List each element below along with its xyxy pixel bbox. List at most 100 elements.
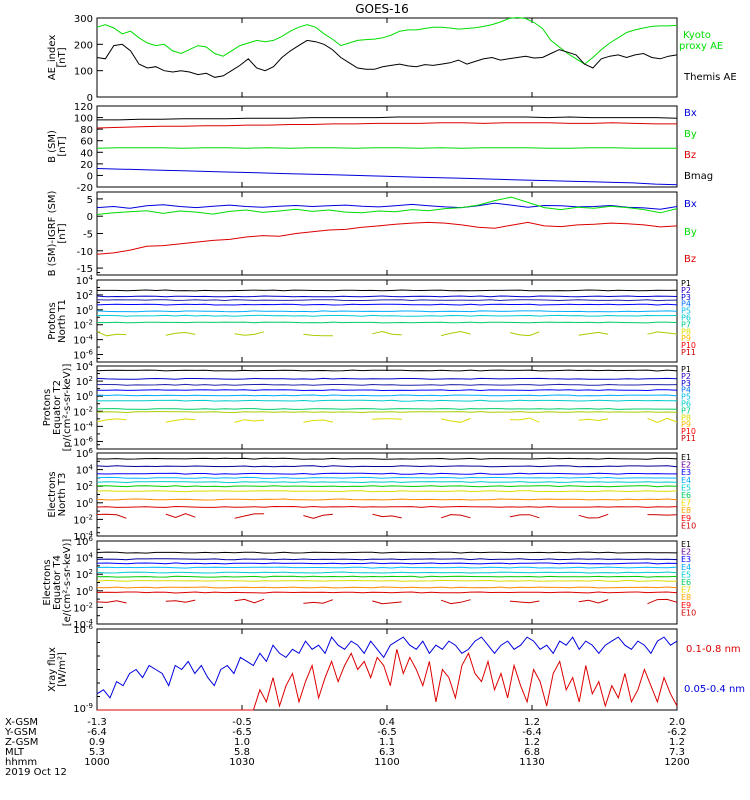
y-tick-label: 100	[76, 497, 93, 510]
channel-line-e6	[96, 485, 678, 488]
channel-line-e7	[96, 490, 678, 493]
series-line-bx	[96, 168, 678, 186]
y-tick-label: 106	[76, 535, 94, 548]
legend-e2: E2	[681, 548, 691, 557]
footer-value: 1030	[229, 757, 254, 768]
channel-line-p8	[165, 331, 196, 336]
legend-p9: P9	[681, 334, 691, 343]
channel-line-e6	[96, 575, 678, 578]
y-axis-label: B (SM)-IGRF (SM)[nT]	[47, 191, 68, 277]
channel-line-e10	[96, 513, 127, 519]
legend-e1: E1	[681, 453, 691, 462]
y-tick-label: -20	[77, 183, 93, 194]
y-tick-label: 60	[80, 137, 93, 148]
footer-value: -6.5	[232, 727, 252, 738]
legend-p11: P11	[681, 434, 696, 443]
y-tick-label: 5	[87, 195, 93, 206]
legend-e5: E5	[681, 483, 691, 492]
y-tick-label: -15	[77, 264, 93, 275]
footer-value: 1.2	[524, 737, 540, 748]
legend-p6: P6	[681, 400, 691, 409]
legend-p7: P7	[681, 320, 691, 329]
y-tick-label: 102	[76, 289, 93, 302]
panel-xray-flux: Xray flux[W/m²] 10-6 10-9 0.1-0.8 nm 0.05-0.…	[47, 623, 745, 715]
channel-line-p4	[96, 303, 678, 306]
series-line-xray-long	[97, 649, 678, 711]
y-tick-label: 104	[76, 464, 94, 477]
panel-frame	[96, 628, 678, 711]
channel-line-e2	[96, 465, 678, 468]
panel-frame	[96, 105, 678, 188]
channel-line-e10	[440, 514, 471, 519]
legend-kyoto-ae: Kyoto proxy AE	[679, 30, 723, 52]
channel-line-p8	[234, 331, 265, 336]
y-tick-label: 0	[87, 212, 93, 223]
footer-value: 1130	[519, 757, 544, 768]
footer-value: 5.8	[234, 747, 250, 758]
legend-bx: Bx	[684, 108, 697, 119]
legend-xray-long: 0.1-0.8 nm	[686, 644, 741, 655]
footer-label-mlt: MLT	[5, 747, 25, 758]
footer-value: 1.2	[524, 717, 540, 728]
series-line-bz	[96, 122, 677, 129]
channel-line-e10	[509, 514, 540, 519]
footer-value: 5.3	[89, 747, 105, 758]
panel-protons-north-t1: ProtonsNorth T1 104 102 100 10-2 10-4 10-6 P1P2…	[47, 272, 696, 363]
channel-line-p1	[96, 369, 678, 372]
channel-line-e2	[96, 558, 678, 561]
channel-line-e4	[96, 476, 678, 479]
legend-e7: E7	[681, 499, 691, 508]
channel-line-p3	[96, 299, 678, 302]
legend-p11: P11	[681, 348, 696, 357]
y-tick-label: 10-6	[73, 623, 93, 636]
channel-line-p2	[96, 295, 678, 298]
y-tick-label: 102	[76, 375, 93, 388]
channel-line-e7	[96, 579, 678, 582]
channel-line-p2	[96, 377, 678, 380]
legend-e5: E5	[681, 570, 691, 579]
channel-line-e10	[165, 513, 196, 519]
legend-p10: P10	[681, 341, 696, 350]
legend-bz: Bz	[684, 150, 696, 161]
y-axis-label: ProtonsEquator T2[p/(cm²-s-sr-keV)]	[42, 364, 73, 452]
footer-value: 2.0	[669, 717, 685, 728]
y-tick-label: 120	[74, 102, 93, 113]
channel-line-p3	[96, 383, 678, 386]
legend-p10: P10	[681, 427, 696, 436]
legend-by: By	[684, 227, 697, 238]
series-line-xray-short	[96, 636, 678, 699]
panel-frame	[96, 191, 678, 276]
channel-line-p8	[303, 333, 333, 337]
panel-protons-equator-t2: ProtonsEquator T2[p/(cm²-s-sr-keV)] 104 10…	[42, 357, 696, 452]
legend-p9: P9	[681, 420, 691, 429]
channel-line-e10	[647, 514, 678, 516]
legend-themis-ae: Themis AE	[683, 72, 737, 83]
series-line-by	[96, 196, 678, 215]
y-tick-label: 10-2	[73, 513, 93, 526]
channel-line-e5	[96, 481, 678, 484]
chart-title: GOES-16	[355, 2, 409, 16]
legend-p3: P3	[681, 379, 691, 388]
legend-p7: P7	[681, 406, 691, 415]
channel-line-p9	[372, 418, 402, 420]
series-line-kyoto-ae	[96, 16, 678, 65]
channel-line-p9	[647, 417, 678, 424]
channel-line-p5	[96, 394, 678, 397]
channel-line-e10	[234, 598, 265, 604]
legend-xray-short: 0.05-0.4 nm	[684, 684, 745, 695]
channel-line-p8	[509, 331, 540, 337]
y-tick-label: 100	[74, 114, 93, 125]
channel-line-e10	[303, 513, 333, 519]
y-axis-label: ProtonsNorth T1	[47, 299, 68, 343]
legend-e8: E8	[681, 593, 691, 602]
legend-e6: E6	[681, 491, 691, 500]
channel-line-p9	[303, 419, 334, 423]
panel-frame	[96, 279, 678, 363]
y-tick-label: 0	[87, 171, 93, 182]
legend-e9: E9	[681, 601, 691, 610]
channel-line-p5	[96, 310, 678, 313]
y-tick-label: 10-4	[73, 420, 93, 433]
panel-frame	[96, 17, 678, 98]
channel-line-p9	[440, 417, 471, 423]
